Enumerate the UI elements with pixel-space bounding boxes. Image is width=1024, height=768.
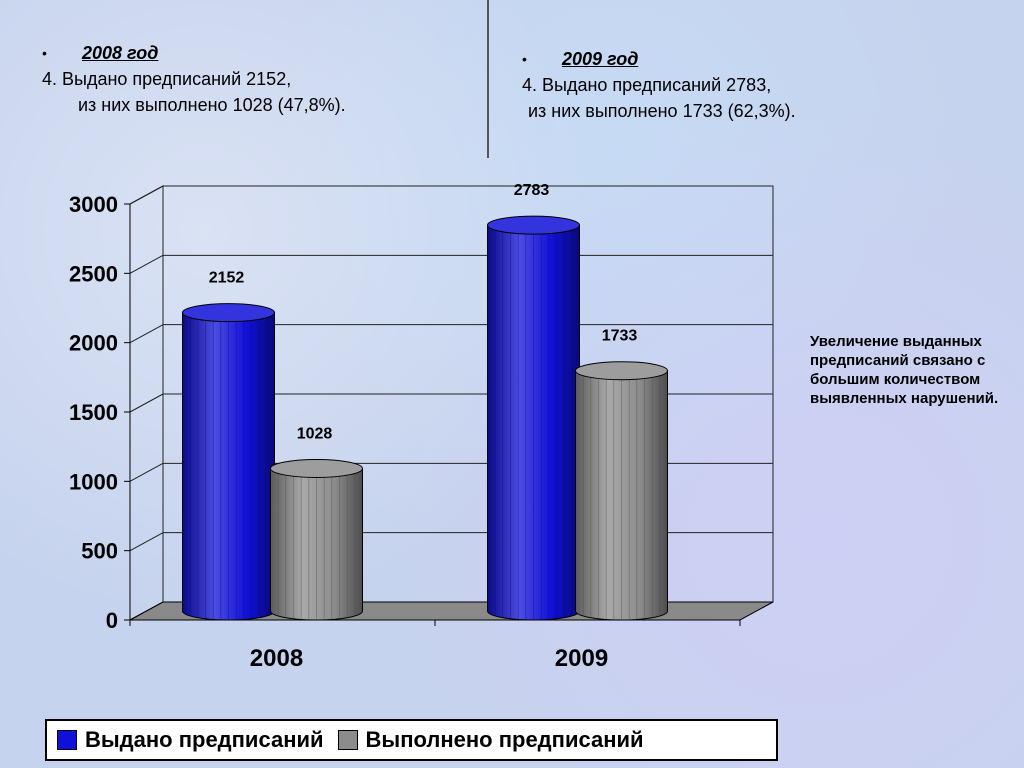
bar-top-0-1 [487,215,580,235]
legend-item-issued: Выдано предписаний [57,727,324,753]
bar-1-0 [270,458,363,621]
bar-top-1-1 [575,361,668,381]
gridline-diagonal-2 [129,462,164,482]
issued-2009-text: 4. Выдано предписаний 2783, [522,75,772,95]
bullet-2009: • [522,51,527,67]
bar-top-1-0 [270,458,363,478]
data-label-1-0: 1028 [297,425,333,442]
y-tick-label-4: 2000 [69,331,118,356]
year-2008-text-block: • 2008 год 4. Выдано предписаний 2152, и… [42,40,346,118]
legend-swatch-issued [57,730,77,750]
data-label-1-1: 1733 [602,328,638,345]
year-2008-title: 2008 год [82,43,159,63]
bullet-2008: • [42,45,47,61]
gridline-diagonal-5 [129,254,164,274]
issued-2008-text: 4. Выдано предписаний 2152, [42,69,292,89]
bar-top-0-0 [182,303,275,323]
bar-1-1 [575,361,668,621]
gridline-diagonal-4 [129,324,164,344]
completed-2008-text: из них выполнено 1028 (47,8%). [78,95,346,115]
data-label-0-0: 2152 [209,270,245,287]
legend-item-completed: Выполнено предписаний [337,727,644,753]
y-tick-label-1: 500 [81,539,118,564]
y-tick-label-3: 1500 [69,400,118,425]
y-tick-label-2: 1000 [69,469,118,494]
gridline-diagonal-6 [129,185,164,205]
gridline-diagonal-1 [129,532,164,552]
y-tick-label-6: 3000 [69,192,118,217]
year-2009-text-block: • 2009 год 4. Выдано предписаний 2783, и… [522,46,796,124]
legend-swatch-completed [337,730,358,750]
y-tick-label-0: 0 [106,608,118,633]
legend-label-issued: Выдано предписаний [85,727,324,752]
bar-0-1 [487,215,580,621]
y-tick-label-5: 2500 [69,261,118,286]
completed-2009-text: из них выполнено 1733 (62,3%). [528,101,796,121]
vertical-divider [487,0,489,158]
chart-legend: Выдано предписаний Выполнено предписаний [45,719,778,761]
data-label-0-1: 2783 [514,182,550,199]
x-tick-label-0: 2008 [250,645,303,672]
gridline-diagonal-3 [129,393,164,413]
legend-label-completed: Выполнено предписаний [365,727,644,752]
x-tick-label-1: 2009 [555,645,608,672]
bar-0-0 [182,303,275,621]
year-2009-title: 2009 год [562,49,639,69]
increase-note: Увеличение выданных предписаний связано … [810,333,999,407]
